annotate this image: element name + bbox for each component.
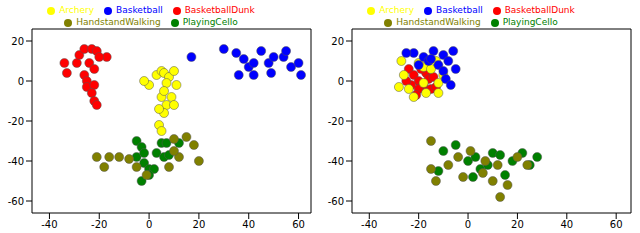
svg-text:0: 0 (338, 76, 344, 87)
html-text:HandstandWalking: HandstandWalking (76, 17, 161, 27)
svg-text:-40: -40 (8, 156, 24, 167)
svg-text:20: 20 (331, 36, 344, 47)
svg-text:-60: -60 (328, 196, 344, 207)
html-text:BasketballDunk: BasketballDunk (184, 5, 255, 15)
svg-text:-40: -40 (361, 219, 377, 230)
svg-text:-20: -20 (410, 219, 426, 230)
svg-text:20: 20 (511, 219, 524, 230)
svg-text:20: 20 (11, 36, 24, 47)
html-text:Basketball: Basketball (436, 5, 483, 15)
html-text:Basketball: Basketball (116, 5, 163, 15)
svg-text:-40: -40 (41, 219, 57, 230)
svg-text:0: 0 (465, 219, 471, 230)
svg-text:0: 0 (18, 76, 24, 87)
svg-text:40: 40 (560, 219, 573, 230)
svg-text:-20: -20 (91, 219, 107, 230)
svg-text:0: 0 (146, 219, 152, 230)
html-text:Archery: Archery (379, 5, 415, 15)
html-text:PlayingCello: PlayingCello (502, 17, 558, 27)
html-text:HandstandWalking: HandstandWalking (396, 17, 481, 27)
svg-text:-60: -60 (8, 196, 24, 207)
svg-text:-20: -20 (328, 116, 344, 127)
html-text:BasketballDunk: BasketballDunk (504, 5, 575, 15)
html-text:Archery: Archery (59, 5, 95, 15)
svg-text:-20: -20 (8, 116, 24, 127)
svg-text:60: 60 (292, 219, 305, 230)
svg-text:20: 20 (193, 219, 206, 230)
svg-text:60: 60 (610, 219, 623, 230)
svg-text:-40: -40 (328, 156, 344, 167)
html-text:PlayingCello: PlayingCello (182, 17, 238, 27)
svg-text:40: 40 (242, 219, 255, 230)
